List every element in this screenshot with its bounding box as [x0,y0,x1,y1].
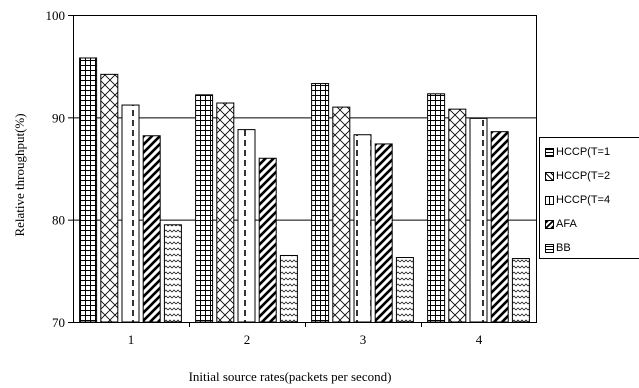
bar-zigzag-3 [395,257,414,323]
legend-item-diagonal: AFA [545,217,577,231]
bar-vertical-dashed-2 [237,129,256,323]
y-tick-label: 100 [46,8,66,23]
bar-vertical-dashed-3 [353,134,372,323]
bar-diagonal-1 [142,135,161,323]
gridlines [73,15,537,221]
bar-zigzag-2 [279,254,298,323]
legend-label: AFA [556,218,577,230]
bar-crosshatch-1 [100,73,119,323]
x-axis-label: Initial source rates(packets per second) [189,369,392,384]
bar-diagonal-4 [490,131,509,323]
x-tick-label: 4 [476,332,483,347]
legend-item-grid: HCCP(T=1 [545,145,610,159]
bar-crosshatch-2 [216,102,235,323]
legend-label: BB [556,242,571,254]
bar-grid-4 [427,93,446,323]
x-tick-label: 1 [128,332,135,347]
bar-crosshatch-3 [332,106,351,323]
legend-label: HCCP(T=4 [556,194,611,206]
bars [79,57,530,323]
bar-diagonal-2 [258,157,277,323]
legend-swatch-grid [545,147,554,157]
legend-item-zigzag: BB [545,241,571,255]
bar-vertical-dashed-1 [121,104,140,323]
y-tick-label: 90 [52,110,65,125]
legend: HCCP(T=1 HCCP(T=2 HCCP(T=4 AFA BB [539,137,639,259]
legend-label: HCCP(T=2 [556,170,611,182]
legend-swatch-zigzag [545,243,554,253]
bar-grid-2 [195,94,214,323]
x-tick-label: 3 [360,332,367,347]
bar-grid-3 [311,83,330,323]
bar-vertical-dashed-4 [469,117,488,323]
bar-zigzag-1 [163,224,182,323]
legend-item-vertical-dashed: HCCP(T=4 [545,193,610,207]
bar-zigzag-4 [511,258,530,323]
bar-diagonal-3 [374,143,393,323]
legend-swatch-crosshatch [545,171,554,181]
legend-swatch-diagonal [545,219,554,229]
y-tick-label: 70 [52,315,65,330]
x-tick-label: 2 [244,332,251,347]
y-axis-label: Relative throughput(%) [12,113,27,236]
bar-grid-1 [79,57,98,323]
y-tick-label: 80 [52,213,65,228]
legend-label: HCCP(T=1 [556,146,611,158]
legend-item-crosshatch: HCCP(T=2 [545,169,610,183]
tick-labels: 70 80 90 100 1 2 3 4 [46,8,483,347]
bar-crosshatch-4 [448,108,467,323]
legend-swatch-vertical-dashed [545,195,554,205]
